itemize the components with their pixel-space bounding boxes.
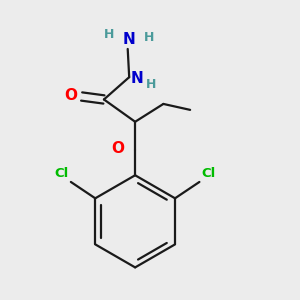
Text: N: N: [123, 32, 136, 47]
Text: O: O: [64, 88, 77, 103]
Text: H: H: [104, 28, 114, 41]
Text: N: N: [131, 71, 143, 86]
Text: Cl: Cl: [202, 167, 216, 180]
Text: H: H: [144, 31, 154, 44]
Text: Cl: Cl: [54, 167, 68, 180]
Text: H: H: [146, 78, 156, 91]
Text: O: O: [112, 141, 125, 156]
